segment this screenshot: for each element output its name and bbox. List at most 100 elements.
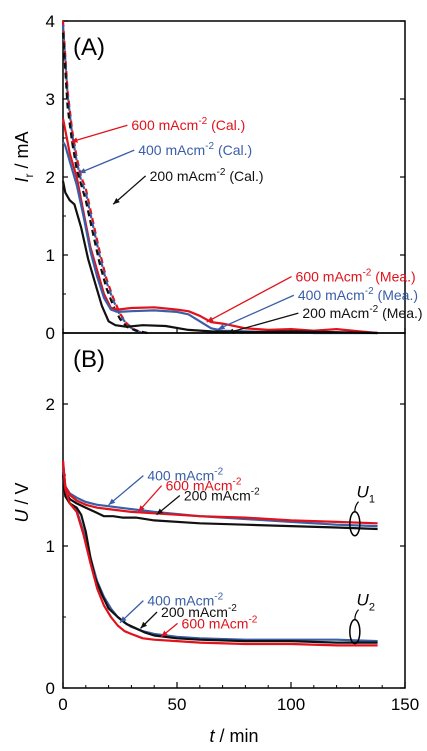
annotation-arrow [217, 294, 295, 330]
y-axis-label-symbol: U [12, 509, 32, 523]
annotation-arrowhead [206, 316, 214, 323]
annotation-arrow [78, 149, 135, 174]
y-axis-label-symbol: I [12, 178, 32, 183]
annotation-arrowhead [120, 616, 127, 623]
series-group-label: U1 [357, 483, 375, 506]
y-tick-label: 3 [46, 90, 55, 109]
y-axis-label-subscript: r [22, 174, 36, 178]
series-group-connector [354, 609, 360, 620]
annotation-text: 400 mAcm [298, 287, 365, 303]
annotation-arrowhead [156, 508, 164, 515]
series-line-black [61, 180, 378, 335]
y-axis-label-unit: / V [12, 482, 32, 509]
annotation-arrow [206, 275, 292, 323]
annotation-label: 400 mAcm-2 (Mea.) [298, 286, 418, 303]
series-line-black-dashed [61, 32, 148, 335]
annotation-tail: (Mea.) [374, 287, 418, 303]
annotation-superscript: -2 [233, 477, 242, 488]
annotation-label: 200 mAcm-2 (Mea.) [302, 304, 422, 321]
annotation-superscript: -2 [251, 487, 260, 498]
annotation-arrow [112, 175, 147, 205]
series-group-symbol: U [357, 483, 370, 502]
series-group-ellipse [349, 618, 361, 645]
annotation-tail: (Cal.) [225, 168, 263, 184]
panel-label: (A) [73, 34, 105, 61]
annotation-text: 600 mAcm [182, 615, 249, 631]
annotation-arrowhead [70, 137, 78, 143]
annotation-tail: (Cal.) [214, 142, 252, 158]
series-group-symbol: U [357, 591, 370, 610]
annotation-label: 200 mAcm-2 (Cal.) [150, 167, 264, 184]
annotation-label: 400 mAcm-2 [147, 467, 223, 484]
annotation-arrow [70, 124, 128, 143]
annotation-label: 400 mAcm-2 (Cal.) [138, 141, 252, 158]
annotation-text: 400 mAcm [138, 142, 205, 158]
series-group-subscript: 2 [369, 602, 375, 614]
annotation-label: 200 mAcm-2 [184, 487, 260, 504]
annotation-superscript: -2 [365, 286, 374, 297]
y-tick-label: 0 [46, 679, 55, 698]
annotation-text: 200 mAcm [184, 488, 251, 504]
annotation-label: 600 mAcm-2 [166, 477, 242, 494]
annotation-superscript: -2 [228, 603, 237, 614]
annotation-label: 600 mAcm-2 (Cal.) [131, 116, 245, 133]
y-tick-label: 2 [46, 168, 55, 187]
series-line-blue-dashed [61, 24, 144, 335]
annotation-arrowhead [218, 323, 226, 330]
annotation-superscript: -2 [205, 141, 214, 152]
x-axis-label-unit: / min [215, 726, 259, 746]
series-group-label: U2 [357, 591, 375, 614]
x-axis-label: t / min [209, 726, 258, 746]
y-tick-label: 1 [46, 537, 55, 556]
annotation-text: 200 mAcm [150, 168, 217, 184]
annotation-arrowhead [78, 168, 86, 174]
annotation-text: 600 mAcm [166, 478, 233, 494]
y-tick-label: 4 [46, 12, 55, 31]
annotation-label: 400 mAcm-2 [147, 592, 223, 609]
annotation-tail: (Mea.) [378, 305, 422, 321]
y-tick-label: 0 [46, 324, 55, 343]
x-tick-label: 50 [168, 695, 187, 714]
x-tick-label: 0 [58, 695, 67, 714]
annotation-arrowhead [113, 198, 120, 205]
annotation-arrowhead [161, 630, 168, 637]
annotation-superscript: -2 [198, 116, 207, 127]
y-axis-label-unit: / mA [12, 131, 32, 173]
y-axis-label: Ir / mA [12, 131, 36, 182]
annotation-superscript: -2 [248, 614, 257, 625]
annotation-arrowhead [108, 498, 116, 505]
annotation-superscript: -2 [214, 592, 223, 603]
annotation-label: 200 mAcm-2 [161, 603, 237, 620]
series-line-red [61, 460, 378, 647]
series-line-black [61, 472, 378, 531]
annotation-text: 200 mAcm [161, 604, 228, 620]
annotation-tail: (Mea.) [371, 269, 415, 285]
plot-frame [62, 332, 406, 689]
series-line-red [61, 460, 378, 525]
annotation-superscript: -2 [217, 167, 226, 178]
annotation-text: 400 mAcm [147, 468, 214, 484]
series-group-subscript: 1 [369, 494, 375, 506]
x-axis-label-symbol: t [209, 726, 215, 746]
panel-label: (B) [73, 346, 105, 373]
annotation-arrowhead [138, 505, 145, 512]
annotation-text: 600 mAcm [296, 269, 363, 285]
annotation-superscript: -2 [362, 268, 371, 279]
y-tick-label: 1 [46, 246, 55, 265]
annotation-label: 600 mAcm-2 (Mea.) [296, 268, 416, 285]
series-line-blue [61, 463, 378, 528]
annotation-text: 600 mAcm [131, 117, 198, 133]
x-tick-label: 150 [391, 695, 419, 714]
annotation-text: 400 mAcm [147, 593, 214, 609]
annotation-label: 600 mAcm-2 [182, 614, 258, 631]
annotation-arrow [108, 475, 144, 506]
annotation-superscript: -2 [369, 304, 378, 315]
annotation-tail: (Cal.) [207, 117, 245, 133]
annotation-text: 200 mAcm [302, 305, 369, 321]
x-tick-label: 100 [277, 695, 305, 714]
annotation-superscript: -2 [214, 467, 223, 478]
annotation-arrowhead [140, 621, 148, 629]
